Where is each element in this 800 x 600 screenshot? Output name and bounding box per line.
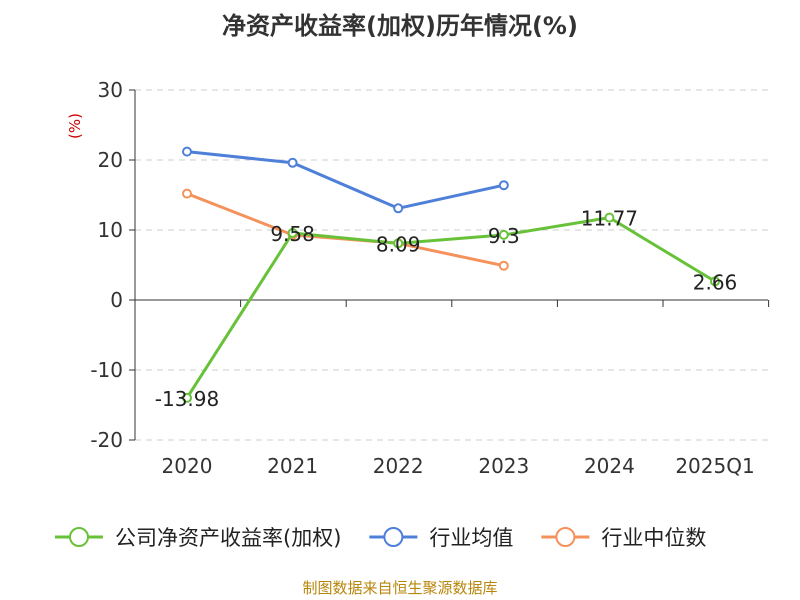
y-tick-label: 0 <box>110 288 123 312</box>
data-point <box>287 157 298 168</box>
x-tick-label: 2020 <box>162 454 213 478</box>
data-label: 8.09 <box>376 232 421 256</box>
data-point <box>393 203 404 214</box>
legend-swatch-marker <box>555 527 576 547</box>
data-point <box>604 212 615 223</box>
y-tick-label: 30 <box>98 78 123 102</box>
data-label: 11.77 <box>581 207 638 231</box>
data-point <box>498 180 509 191</box>
data-point <box>182 392 192 403</box>
data-point <box>498 229 509 240</box>
series-line <box>185 216 716 399</box>
y-tick-label: -20 <box>90 428 123 452</box>
data-point <box>287 227 298 238</box>
data-label: 9.58 <box>270 222 315 246</box>
data-point <box>182 188 192 199</box>
data-point <box>393 238 404 249</box>
legend-label: 公司净资产收益率(加权) <box>115 526 341 550</box>
x-tick-label: 2024 <box>584 454 635 478</box>
x-tick-label: 2025Q1 <box>675 454 754 478</box>
data-point <box>498 260 509 271</box>
legend-label: 行业均值 <box>429 526 513 550</box>
y-tick-label: 20 <box>98 148 123 172</box>
chart-title: 净资产收益率(加权)历年情况(%) <box>222 12 578 40</box>
series-line <box>186 150 505 210</box>
x-tick-label: 2022 <box>373 454 424 478</box>
legend-swatch-marker <box>69 527 89 547</box>
data-point <box>710 276 720 287</box>
x-tick-label: 2023 <box>478 454 529 478</box>
legend-swatch-marker <box>383 527 404 547</box>
y-tick-label: -10 <box>90 358 123 382</box>
legend-label: 行业中位数 <box>601 526 706 550</box>
y-axis-unit-label: (%) <box>66 113 84 139</box>
data-label: 2.66 <box>693 270 738 294</box>
data-point <box>182 146 192 157</box>
data-label: -13.98 <box>155 387 219 411</box>
x-tick-label: 2021 <box>267 454 318 478</box>
data-source-note: 制图数据来自恒生聚源数据库 <box>302 579 498 597</box>
data-label: 9.3 <box>488 224 520 248</box>
y-tick-label: 10 <box>98 218 123 242</box>
